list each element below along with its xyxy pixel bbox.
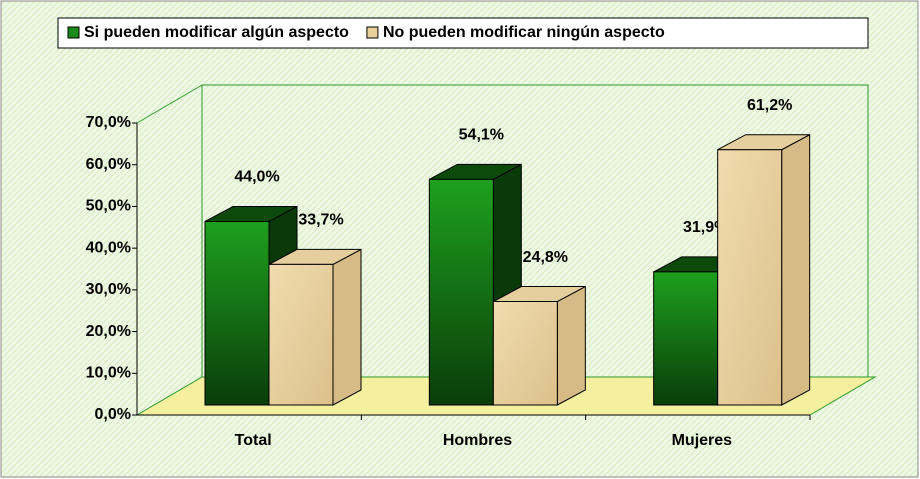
bar <box>717 133 811 406</box>
bar-face <box>556 285 586 406</box>
value-label: 33,7% <box>298 212 343 229</box>
value-label: 61,2% <box>747 97 792 114</box>
x-tick-label: Hombres <box>443 432 512 449</box>
y-tick-label: 20,0% <box>86 323 131 340</box>
legend-swatch <box>67 26 80 39</box>
legend-label: Si pueden modificar algún aspecto <box>84 24 349 41</box>
bar-face <box>653 271 719 406</box>
bar <box>492 285 586 406</box>
bar <box>268 248 362 406</box>
bar-face <box>204 220 270 406</box>
value-label: 24,8% <box>523 249 568 266</box>
y-tick-label: 60,0% <box>86 156 131 173</box>
x-tick-label: Mujeres <box>672 432 733 449</box>
y-tick-label: 0,0% <box>95 406 131 423</box>
legend-box <box>57 17 869 49</box>
y-tick-label: 40,0% <box>86 239 131 256</box>
value-label: 54,1% <box>459 127 504 144</box>
bar-face <box>781 133 811 406</box>
value-label: 44,0% <box>234 169 279 186</box>
bar-face <box>428 178 494 406</box>
y-tick-label: 50,0% <box>86 198 131 215</box>
bar-face <box>717 149 783 406</box>
y-tick-label: 10,0% <box>86 365 131 382</box>
wall-edge <box>136 84 203 124</box>
value-label: 31,9% <box>683 219 728 236</box>
legend-swatch <box>366 26 379 39</box>
legend-label: No pueden modificar ningún aspecto <box>383 24 665 41</box>
bar-face <box>332 248 362 406</box>
y-tick-label: 70,0% <box>86 114 131 131</box>
x-tick-label: Total <box>235 432 272 449</box>
bar-face <box>492 301 558 406</box>
bar-face <box>268 263 334 406</box>
y-tick-label: 30,0% <box>86 281 131 298</box>
